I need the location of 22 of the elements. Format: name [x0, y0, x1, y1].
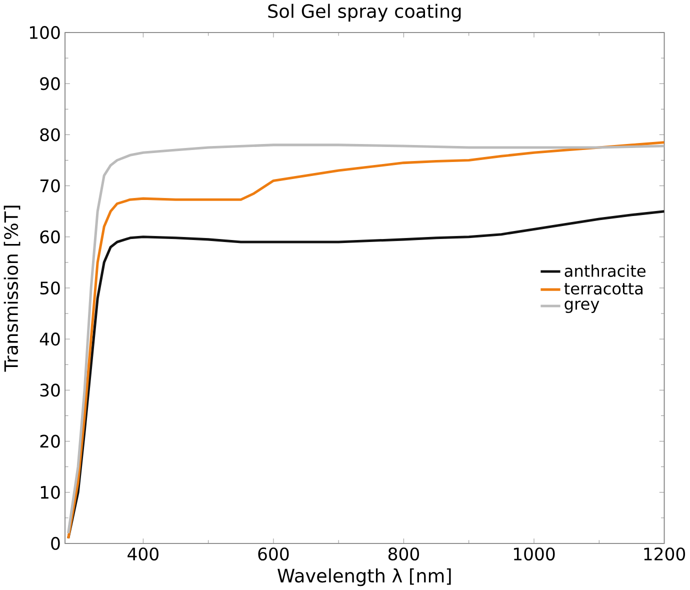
y-tick-label: 70	[40, 179, 60, 192]
y-axis-title: Transmission [%T]	[4, 206, 20, 372]
legend-label: terracotta	[564, 283, 642, 295]
y-tick-label: 50	[40, 281, 60, 295]
legend-label: grey	[564, 300, 600, 314]
x-tick-label: 800	[388, 547, 420, 561]
y-tick-label: 80	[40, 128, 60, 142]
x-axis-title: Wavelength λ [nm]	[278, 568, 451, 586]
y-tick-label: 60	[40, 230, 60, 244]
y-tick-label: 10	[40, 486, 60, 499]
y-tick-label: 100	[30, 26, 60, 40]
chart-title: Sol Gel spray coating	[268, 4, 461, 22]
x-tick-label: 400	[128, 547, 158, 561]
y-tick-label: 90	[40, 77, 60, 90]
x-tick-label: 1000	[514, 547, 555, 561]
x-tick-label: 1200	[644, 547, 686, 561]
y-tick-label: 40	[40, 332, 60, 346]
x-tick-label: 600	[258, 547, 289, 561]
y-tick-label: 20	[40, 434, 60, 448]
y-tick-label: 0	[51, 536, 60, 550]
legend-label: anthracite	[564, 264, 646, 278]
y-tick-label: 30	[40, 384, 60, 397]
